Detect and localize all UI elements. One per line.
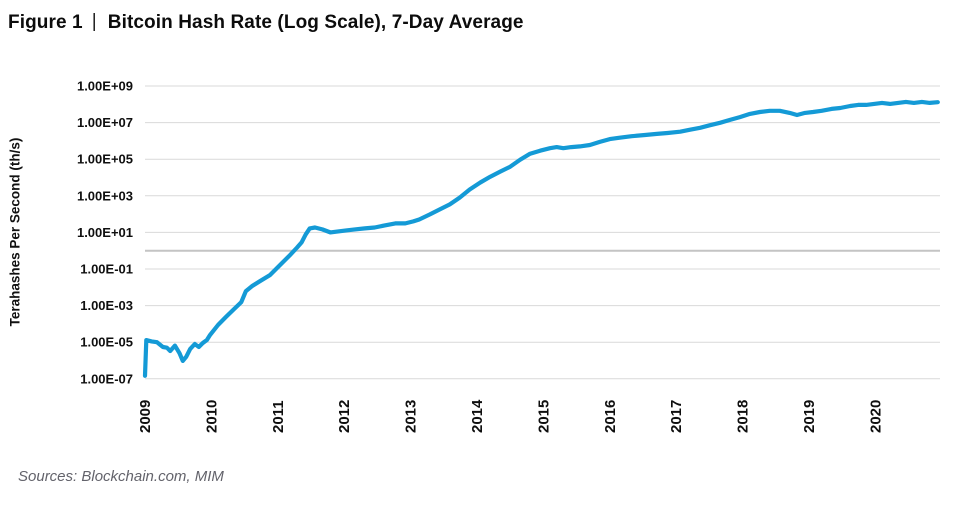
x-tick-label: 2013 <box>403 400 420 433</box>
x-tick-label: 2019 <box>801 400 818 433</box>
x-tick-label: 2016 <box>602 400 619 433</box>
y-tick-label: 1.00E-03 <box>80 298 133 313</box>
x-tick-label: 2009 <box>137 400 154 433</box>
x-tick-label: 2012 <box>336 400 353 433</box>
y-tick-label: 1.00E+03 <box>77 188 133 203</box>
y-tick-label: 1.00E-01 <box>80 262 133 277</box>
y-tick-label: 1.00E+05 <box>77 152 133 167</box>
figure-title-text: Bitcoin Hash Rate (Log Scale), 7-Day Ave… <box>107 12 524 33</box>
x-tick-label: 2017 <box>668 400 685 433</box>
x-tick-label: 2015 <box>535 400 552 433</box>
x-tick-label: 2014 <box>469 399 486 433</box>
x-tick-label: 2010 <box>203 400 220 433</box>
y-tick-label: 1.00E+01 <box>77 225 133 240</box>
x-tick-label: 2020 <box>867 400 884 433</box>
x-tick-label: 2011 <box>270 400 287 433</box>
y-tick-label: 1.00E+07 <box>77 115 133 130</box>
hashrate-line-series <box>142 99 940 378</box>
source-note: Sources: Blockchain.com, MIM <box>18 468 224 485</box>
y-tick-label: 1.00E-05 <box>80 335 133 350</box>
title-separator: | <box>91 11 97 32</box>
y-tick-label: 1.00E+09 <box>77 79 133 94</box>
y-tick-label: 1.00E-07 <box>80 371 133 386</box>
x-tick-label: 2018 <box>735 400 752 433</box>
figure-label: Figure 1 <box>8 12 83 33</box>
figure-title: Figure 1 | Bitcoin Hash Rate (Log Scale), … <box>8 11 524 34</box>
